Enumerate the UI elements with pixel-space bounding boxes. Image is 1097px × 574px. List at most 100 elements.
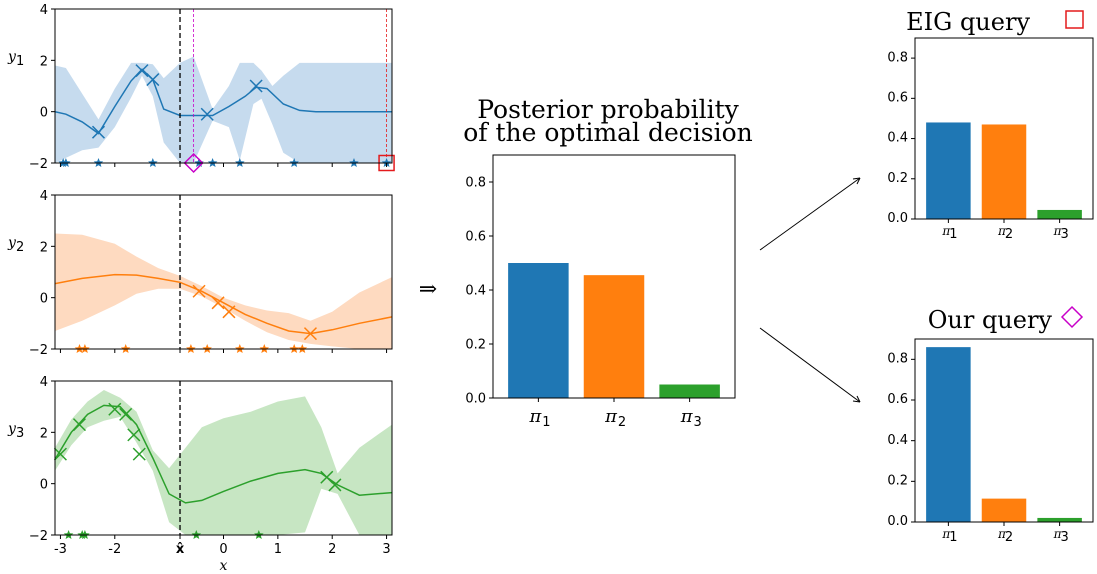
y-tick-label: 0.0 [465,392,486,407]
observation-marker [211,296,225,310]
observation-marker [72,418,86,432]
bar-2 [981,124,1027,219]
y-tick-label: 2 [40,240,48,255]
y-tick-label: −2 [29,157,48,172]
y-axis-label: y [7,49,17,65]
axes-frame [492,154,736,399]
observation-marker [249,79,263,93]
y-axis-label: y [7,421,17,437]
observation-marker [91,125,106,139]
x-tick-subscript: 2 [618,415,626,430]
y-tick-label: −2 [29,343,48,358]
x-tick-label: -2 [108,542,121,557]
x-tick-subscript: 3 [693,415,701,430]
y-tick-label: 4 [40,189,48,204]
x-tick-label: -3 [54,542,67,557]
y-tick-label: 2 [40,54,48,69]
bar-2 [583,275,645,398]
observation-marker [200,107,214,121]
y-tick-label: 0.0 [887,514,908,529]
eig-query-bar-chart: π1 π2 π30.00.20.40.60.8 [887,37,1094,242]
observation-marker [328,478,342,492]
posterior-mean-line [55,273,392,335]
y-tick-label: 0 [40,292,48,307]
y-tick-label: 0.6 [887,90,908,105]
bar-3 [1037,209,1082,219]
y-tick-label: 0.2 [465,338,486,353]
x-tick-label: π [997,224,1007,238]
observation-marker [303,327,317,341]
observation-marker [53,447,67,461]
x-tick-label: π [1053,224,1063,238]
axes-frame [914,338,1094,523]
x-tick-subscript: 2 [1005,530,1013,545]
y-tick-label: 0.8 [887,50,908,65]
y-axis-label-subscript: 3 [16,426,24,441]
arrow-to-our [759,327,861,403]
x-tick-label: π [680,406,694,427]
observation-marker [132,447,146,461]
gp-panel-y1: −2 0 2 4 y 1 [7,3,395,174]
y-tick-label: 0.4 [465,284,486,299]
y-tick-label: 0.2 [887,473,908,488]
x-tick-label: 2 [328,542,336,557]
x-axis-label: x [220,558,228,574]
y-tick-label: 0.8 [465,176,486,191]
x-tick-label: π [604,406,618,427]
x-tick-subscript: 2 [1005,227,1013,242]
x-tick-subscript: 1 [542,415,550,430]
our-query-title: Our query [928,306,1053,334]
observation-marker [135,64,149,78]
y-tick-label: 2 [40,426,48,441]
y-tick-label: 4 [40,3,48,18]
y-tick-label: 0.6 [887,392,908,407]
x-tick-label: π [941,224,951,238]
x-tick-subscript: 3 [1060,530,1068,545]
y-axis-label-subscript: 1 [16,54,24,69]
y-tick-label: 0 [40,106,48,121]
observation-marker [192,284,206,298]
eig-query-title: EIG query [906,8,1030,36]
posterior-mean-line [55,68,392,135]
confidence-band [55,233,392,349]
bar-3 [659,384,720,398]
bar-1 [926,347,971,522]
bar-1 [926,122,971,219]
bar-2 [981,498,1027,522]
x-tick-label: π [941,527,951,541]
posterior-title-line2: of the optimal decision [463,118,753,147]
bar-3 [1037,517,1082,522]
our-query-diamond-icon [1060,305,1084,329]
observation-marker [146,73,160,87]
confidence-band [55,390,392,535]
y-tick-label: 0.0 [887,211,908,226]
y-tick-label: 0.2 [887,171,908,186]
x-tick-label: 1 [274,542,282,557]
y-tick-label: 0.4 [887,433,908,448]
x-tick-subscript: 1 [949,530,957,545]
y-tick-label: 0.6 [465,230,486,245]
observation-marker [108,402,122,416]
observation-marker [119,407,133,421]
x-tick-label: 0 [219,542,227,557]
x-tick-label: π [997,527,1007,541]
posterior-bar-chart: π 1 π 2 π 30.00.20.40.60.8 [465,154,736,430]
eig-query-square-icon [1065,10,1084,29]
x-tick-label: π [528,406,542,427]
y-tick-label: −2 [29,529,48,544]
arrow-to-eig [759,177,861,251]
x-tick-label: 3 [382,542,390,557]
bar-1 [508,263,569,398]
x-tick-label: x̂ [176,542,185,557]
posterior-title-line1: Posterior probability [477,95,739,124]
y-tick-label: 0.8 [887,351,908,366]
observation-marker [127,428,141,442]
y-tick-label: 0.4 [887,131,908,146]
our-query-bar-chart: π1 π2 π30.00.20.40.60.8 [887,338,1094,545]
y-axis-label-subscript: 2 [16,240,24,255]
y-axis-label: y [7,235,17,251]
our-query-diamond [183,152,204,174]
y-tick-label: 4 [40,375,48,390]
